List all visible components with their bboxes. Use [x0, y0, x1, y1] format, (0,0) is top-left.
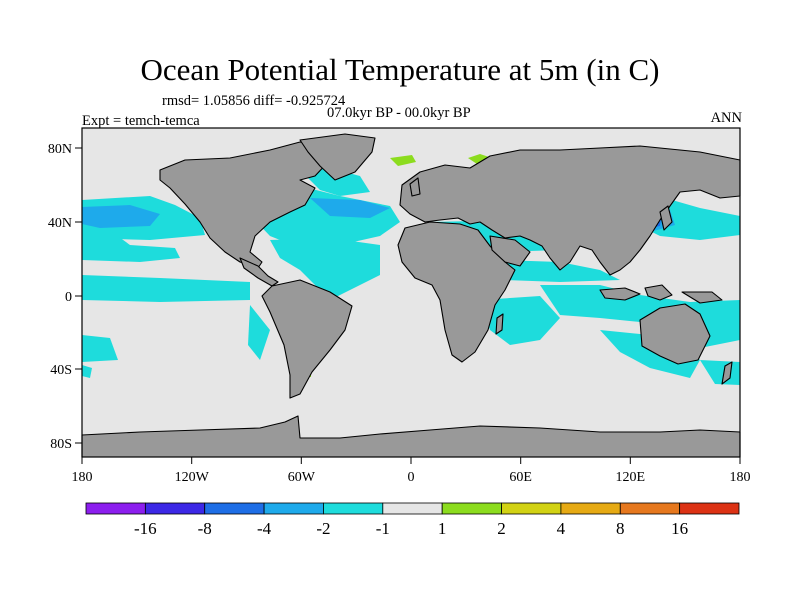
madagascar: [495, 313, 504, 335]
x-tick-labels: 180 120W 60W 0 60E 120E 180: [72, 470, 751, 485]
south-america: [261, 279, 353, 399]
colorbar-label: -2: [316, 519, 330, 538]
greenland: [299, 133, 376, 181]
colorbar-label: -16: [134, 519, 157, 538]
indonesia: [599, 287, 641, 301]
x-tick-label: 0: [408, 470, 415, 485]
x-tick-label: 60W: [288, 470, 316, 485]
land-masses: [81, 133, 741, 458]
colorbar-swatch: [679, 502, 740, 515]
colorbar-label: -1: [376, 519, 390, 538]
x-tick-label: 60E: [509, 470, 532, 485]
colorbar-swatch: [263, 502, 324, 515]
colorbar-label: 16: [671, 519, 688, 538]
colorbar-swatch: [619, 502, 681, 515]
y-tick-label: 40S: [50, 363, 72, 378]
experiment-label: Expt = temch-temca: [82, 113, 200, 129]
y-tick-label: 80S: [50, 437, 72, 452]
colorbar-swatch: [560, 502, 621, 515]
stats-label: rmsd= 1.05856 diff= -0.925724: [162, 93, 346, 109]
y-tick-marks: [75, 147, 82, 444]
colorbar-swatch: [382, 502, 443, 515]
new-zealand: [721, 361, 733, 385]
y-tick-label: 80N: [48, 142, 72, 157]
y-tick-label: 40N: [48, 216, 72, 231]
x-tick-label: 120E: [616, 470, 646, 485]
map-panel: 180 120W 60W 0 60E 120E 180 80N 40N 0 40…: [48, 127, 751, 485]
north-america: [159, 141, 331, 269]
map-title: Ocean Potential Temperature at 5m (in C): [140, 52, 660, 87]
x-tick-label: 180: [730, 470, 751, 485]
central-america: [239, 257, 279, 287]
colorbar-labels: -16 -8 -4 -2 -1 1 2 4 8 16: [134, 519, 688, 538]
period-label: 07.0kyr BP - 00.0kyr BP: [327, 105, 471, 121]
x-tick-marks: [81, 457, 741, 464]
colorbar-swatch: [85, 502, 146, 515]
british-isles: [409, 177, 421, 197]
africa: [397, 221, 516, 363]
colorbar-label: 4: [557, 519, 566, 538]
colorbar-swatch: [323, 502, 384, 515]
colorbar-label: -8: [198, 519, 212, 538]
y-tick-label: 0: [65, 290, 72, 305]
eurasia: [399, 145, 741, 276]
colorbar-swatch: [441, 502, 502, 515]
colorbar-swatch: [204, 502, 265, 515]
colorbar-swatch: [501, 502, 562, 515]
colorbar-label: -4: [257, 519, 272, 538]
arabia: [489, 235, 531, 267]
japan: [659, 205, 673, 231]
y-tick-labels: 80N 40N 0 40S 80S: [48, 142, 72, 452]
colorbar-label: 8: [616, 519, 625, 538]
x-tick-label: 120W: [175, 470, 210, 485]
colorbar-label: 2: [497, 519, 506, 538]
x-tick-label: 180: [72, 470, 93, 485]
colorbar-swatch: [144, 502, 206, 515]
colorbar-label: 1: [438, 519, 447, 538]
australia: [639, 303, 711, 365]
colorbar: [85, 502, 740, 515]
season-label: ANN: [710, 110, 742, 126]
